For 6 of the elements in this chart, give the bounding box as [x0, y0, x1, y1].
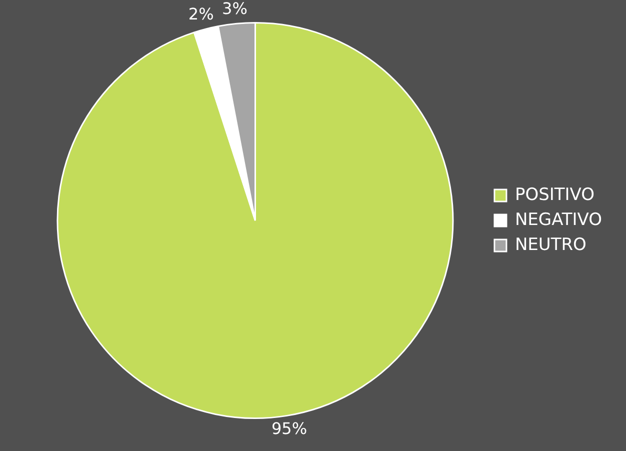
data-label: 95%	[272, 418, 308, 438]
data-label: 2%	[188, 4, 214, 24]
data-label: 3%	[222, 0, 248, 18]
legend-label: NEGATIVO	[514, 210, 602, 230]
legend-label: NEUTRO	[514, 234, 586, 255]
legend-label: POSITIVO	[514, 184, 594, 205]
